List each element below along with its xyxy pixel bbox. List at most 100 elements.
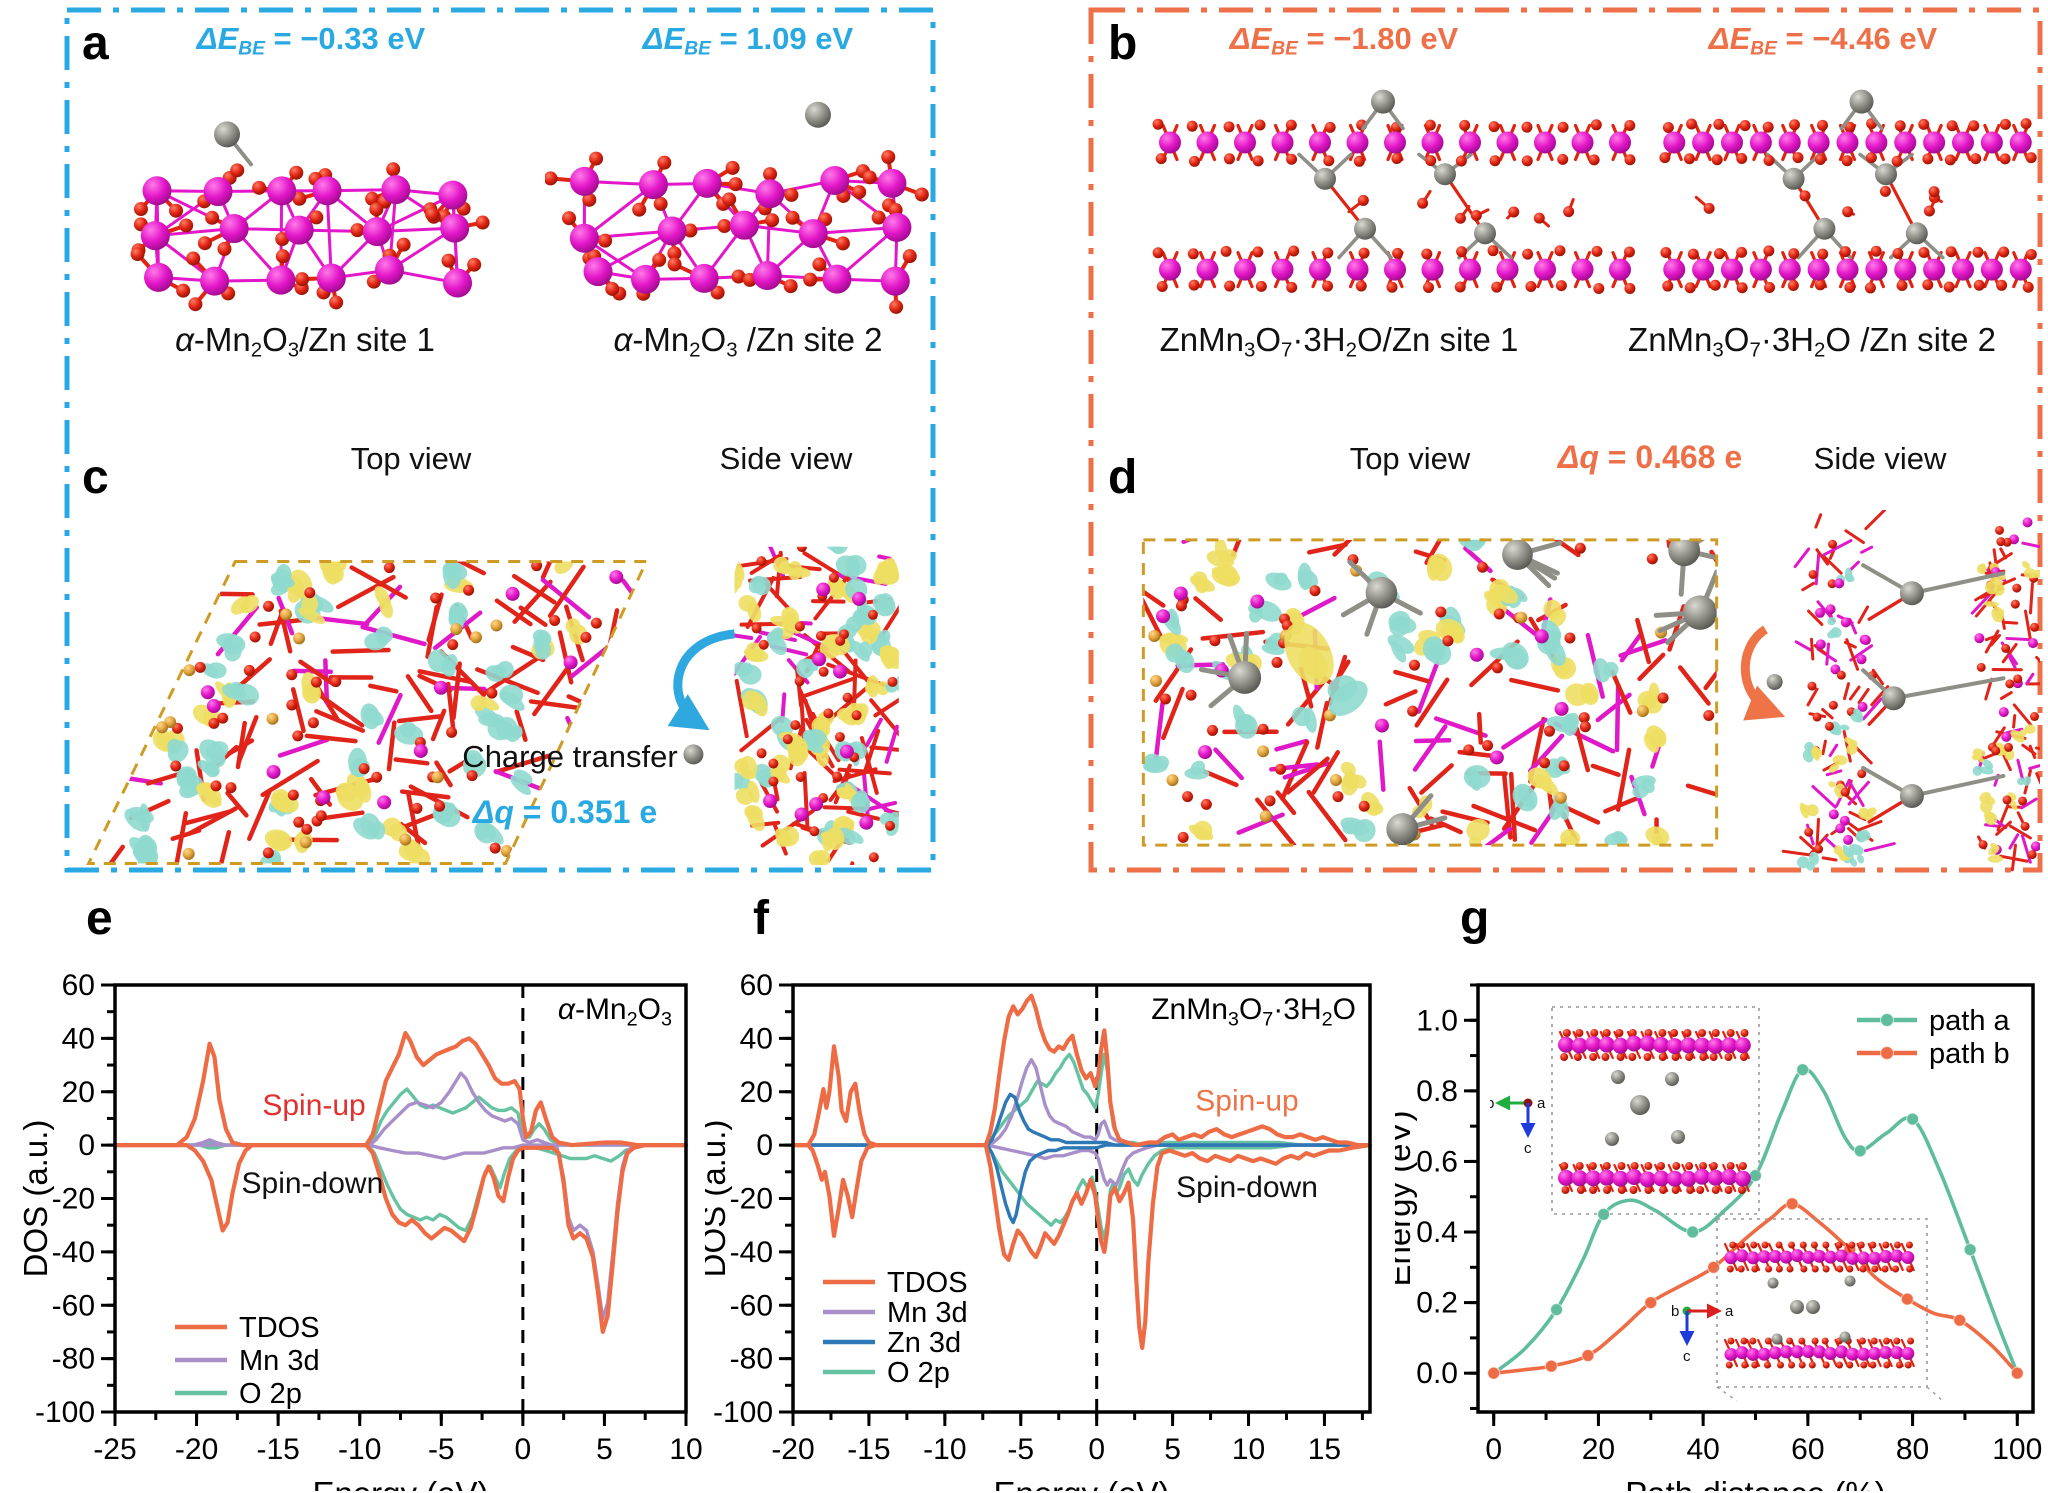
x-tick-label: -25 <box>93 1433 136 1466</box>
legend-label: Zn 3d <box>887 1327 961 1359</box>
x-tick-label: 0 <box>515 1433 532 1466</box>
neb-energy-chart: 0 20 40 60 80 100 1.0 0.8 0.6 0.4 0.2 0.0 Path dista… <box>1395 983 2042 1491</box>
structure-a-site2 <box>545 101 929 314</box>
x-tick-label: -15 <box>256 1433 299 1466</box>
y-tick-label: 40 <box>62 1022 95 1055</box>
panel-c-label: c <box>82 451 109 504</box>
binding-energy-a-site2: ΔEBE = 1.09 eV <box>642 21 854 60</box>
series-O-2p-spin-up <box>791 1052 1372 1147</box>
x-tick-label: -5 <box>1007 1433 1034 1466</box>
plot-title: α-Mn2O3 <box>558 993 672 1031</box>
legend-label: TDOS <box>239 1312 320 1344</box>
x-tick-label: 5 <box>596 1433 613 1466</box>
data-point <box>1544 1359 1558 1373</box>
panel-f-label: f <box>753 892 769 945</box>
molecule-art <box>1141 538 1719 847</box>
svg-text:a: a <box>1537 1095 1546 1112</box>
panel-a-label: a <box>82 17 109 70</box>
annotation-spin-down: Spin-down <box>242 1167 384 1200</box>
x-tick-label: 10 <box>1232 1433 1265 1466</box>
c-top-view-label: Top view <box>350 441 472 476</box>
plot-title: ZnMn3O7·3H2O <box>1151 993 1356 1031</box>
x-tick-label: 0 <box>1485 1433 1502 1466</box>
data-point <box>1905 1112 1920 1126</box>
series-TDOS-spin-down <box>112 1143 689 1334</box>
molecule-art <box>545 101 929 314</box>
y-axis-title: DOS (a.u.) <box>705 1120 732 1278</box>
y-axis-title: Energy (eV) <box>1395 1110 1417 1286</box>
series-path-a <box>1491 1067 2020 1375</box>
legend-label: TDOS <box>887 1267 968 1299</box>
series-Mn-3d-spin-down <box>791 1143 1372 1187</box>
caption-a-site1: α-Mn2O3/Zn site 1 <box>175 321 435 362</box>
caption-a-site2: α-Mn2O3 /Zn site 2 <box>613 321 883 362</box>
caption-b-site1: ZnMn3O7·3H2O/Zn site 1 <box>1159 321 1519 362</box>
legend-label: O 2p <box>239 1378 302 1410</box>
x-tick-label: 100 <box>1992 1433 2042 1466</box>
x-tick-label: -20 <box>771 1433 814 1466</box>
series-Mn-3d-spin-up <box>791 1058 1372 1147</box>
d-top-view-label: Top view <box>1349 441 1471 476</box>
panel-b-label: b <box>1108 17 1138 70</box>
legend-label: O 2p <box>887 1357 950 1389</box>
molecule-art <box>86 560 649 865</box>
y-tick-label: 0.4 <box>1416 1216 1458 1249</box>
x-tick-label: 40 <box>1686 1433 1719 1466</box>
y-tick-label: -40 <box>730 1236 773 1269</box>
chart-g: 0 20 40 60 80 100 1.0 0.8 0.6 0.4 0.2 0.0 Path dista… <box>1395 983 2042 1491</box>
panel-d-label: d <box>1108 451 1138 504</box>
charge-transfer-label: Charge transfer <box>462 739 678 774</box>
y-tick-label: 20 <box>740 1076 773 1109</box>
panel-g-label: g <box>1460 892 1490 945</box>
svg-text:b: b <box>1490 1095 1494 1112</box>
data-point <box>1686 1225 1700 1239</box>
series-Mn-3d-spin-down <box>113 1143 688 1321</box>
series-O-2p-spin-up <box>113 1087 688 1147</box>
x-tick-label: 5 <box>1164 1433 1181 1466</box>
d-side-view-label: Side view <box>1813 441 1947 476</box>
plot-frame <box>791 983 1372 1414</box>
molecule-art <box>667 546 899 865</box>
x-tick-label: 15 <box>1308 1433 1341 1466</box>
data-point <box>1644 1296 1658 1310</box>
c-side-view-structure <box>667 546 899 865</box>
molecule-art: b a c <box>1671 1218 1944 1402</box>
charge-transfer-arrow-orange <box>1740 625 1786 721</box>
y-tick-label: 0.8 <box>1416 1075 1458 1108</box>
y-tick-label: -80 <box>52 1343 95 1376</box>
y-tick-label: 60 <box>62 969 95 1002</box>
data-point <box>1796 1063 1810 1077</box>
charge-transfer-dq-c: Δq = 0.351 e <box>472 794 658 830</box>
plot-frame <box>1476 983 2035 1414</box>
legend-label: path a <box>1929 1005 2010 1037</box>
x-tick-label: -15 <box>847 1433 890 1466</box>
structure-b-site1 <box>1152 89 1636 295</box>
binding-energy-b-site2: ΔEBE = −4.46 eV <box>1708 21 1938 60</box>
charge-transfer-arrow-blue <box>667 629 736 731</box>
y-axis-title: DOS (a.u.) <box>17 1120 54 1278</box>
y-tick-label: 40 <box>740 1022 773 1055</box>
x-tick-label: -5 <box>428 1433 455 1466</box>
chart-f: -20 -15 -10 -5 0 5 10 15 60 40 20 0 -20 -40 -60 -80 -100… <box>705 969 1373 1491</box>
legend-label: Mn 3d <box>887 1297 968 1329</box>
series-TDOS-spin-up <box>790 993 1373 1148</box>
data-point <box>1549 1303 1564 1317</box>
y-tick-label: 60 <box>740 969 773 1002</box>
legend-marker <box>1879 1012 1895 1028</box>
data-point <box>1900 1292 1914 1306</box>
molecule-art <box>1740 510 2040 872</box>
structure-a-site1 <box>130 121 490 312</box>
y-tick-label: -100 <box>35 1396 95 1429</box>
molecule-art <box>1152 89 1636 295</box>
y-tick-label: -60 <box>730 1289 773 1322</box>
annotation-spin-up: Spin-up <box>1195 1084 1298 1117</box>
x-tick-label: 20 <box>1582 1433 1615 1466</box>
y-tick-label: -80 <box>730 1343 773 1376</box>
x-tick-label: 0 <box>1088 1433 1105 1466</box>
data-point <box>1953 1313 1967 1327</box>
y-tick-label: -20 <box>52 1183 95 1216</box>
y-tick-label: -100 <box>713 1396 773 1429</box>
annotation-spin-down: Spin-down <box>1176 1171 1318 1204</box>
x-tick-label: 60 <box>1791 1433 1824 1466</box>
group-a-c-border <box>64 7 936 873</box>
